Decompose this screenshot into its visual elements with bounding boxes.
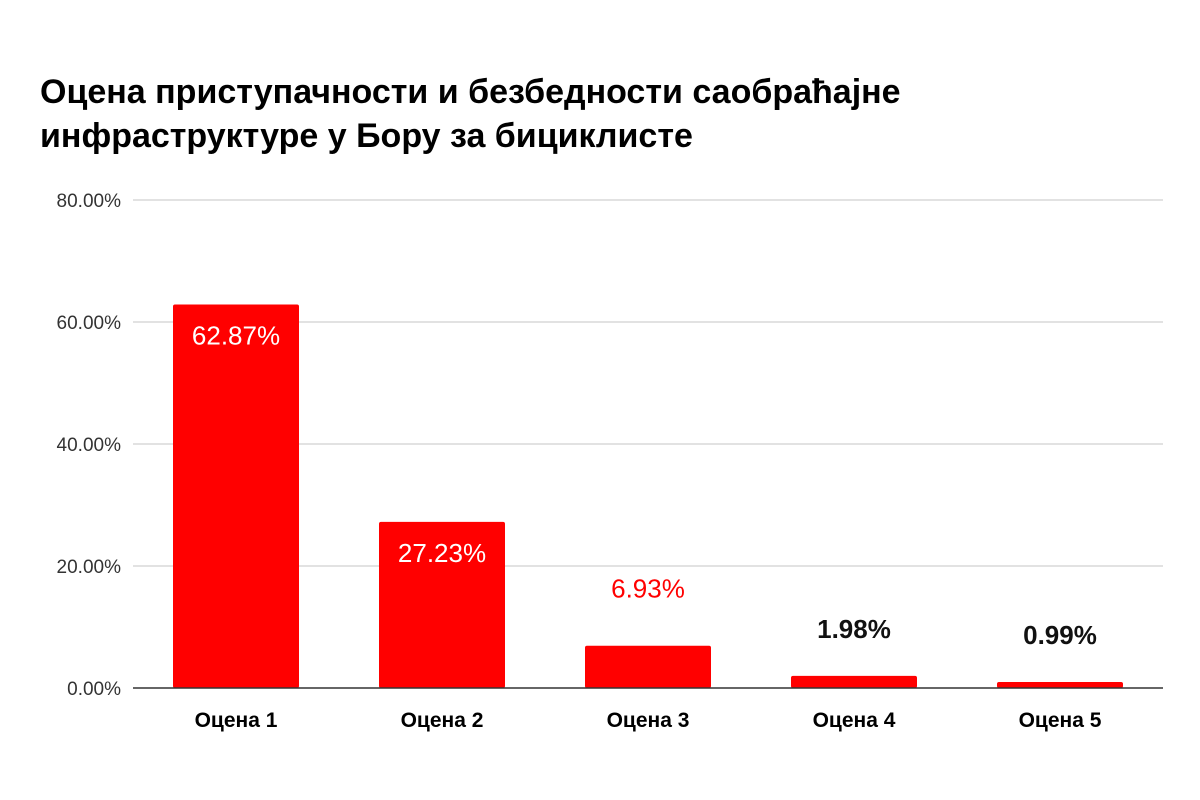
y-tick-label: 0.00% [67,679,121,700]
y-tick-label: 80.00% [57,191,122,212]
chart-title: Оцена приступачности и безбедности саобр… [40,73,901,155]
bar [379,521,505,688]
bar [791,675,917,688]
x-category-label: Оцена 1 [195,709,278,732]
data-label: 0.99% [1023,620,1097,650]
bar [585,645,711,688]
bar [997,681,1123,688]
data-label: 6.93% [611,574,685,604]
y-tick-label: 20.00% [57,557,122,578]
x-category-label: Оцена 4 [813,709,896,732]
x-category-label: Оцена 5 [1019,709,1102,732]
x-category-label: Оцена 2 [401,709,484,732]
x-category-label: Оцена 3 [607,709,690,732]
y-tick-label: 40.00% [57,435,122,456]
data-label: 62.87% [192,320,280,350]
data-label: 27.23% [398,538,486,568]
bar [173,304,299,688]
y-tick-label: 60.00% [57,313,122,334]
data-label: 1.98% [817,614,891,644]
